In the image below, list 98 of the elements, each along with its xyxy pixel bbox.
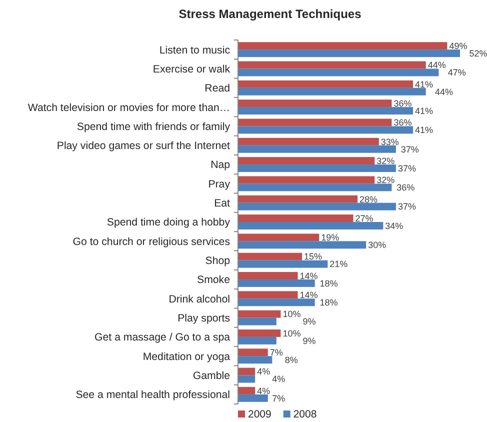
legend-label: 2009 — [248, 408, 272, 421]
bar — [238, 298, 315, 306]
chart-title: Stress Management Techniques — [178, 7, 362, 21]
data-label: 37% — [400, 144, 419, 154]
data-label: 32% — [376, 175, 395, 186]
data-label: 36% — [394, 98, 412, 108]
bar — [238, 107, 414, 115]
bar — [238, 241, 366, 249]
bar — [238, 195, 358, 203]
bar — [238, 318, 276, 326]
y-tick-label: Smoke — [197, 274, 230, 286]
y-tick-label: Drink alcohol — [168, 293, 230, 306]
bar — [238, 42, 448, 50]
y-tick-label: Watch television or movies for more than… — [28, 102, 230, 114]
data-label: 41% — [415, 79, 434, 90]
data-label: 47% — [448, 68, 466, 78]
bar — [238, 272, 298, 280]
bar — [238, 164, 396, 172]
y-tick-label: Meditation or yoga — [142, 350, 230, 363]
data-label: 36% — [394, 118, 412, 128]
data-label: 41% — [415, 125, 434, 136]
data-label: 19% — [321, 232, 340, 243]
bar — [238, 329, 281, 337]
data-label: 44% — [435, 86, 454, 97]
bar — [238, 80, 414, 88]
bar — [238, 279, 315, 287]
bar — [238, 214, 354, 222]
bar — [238, 222, 384, 230]
y-tick-label: Shop — [205, 255, 230, 268]
y-tick-label: Read — [204, 82, 230, 95]
data-label: 41% — [415, 106, 434, 116]
data-label: 14% — [300, 270, 318, 281]
data-label: 9% — [302, 316, 316, 327]
data-label: 4% — [272, 374, 286, 384]
y-tick-label: Get a massage / Go to a spa — [94, 332, 230, 344]
y-tick-label: Nap — [210, 159, 230, 172]
data-label: 15% — [304, 252, 322, 262]
data-label: 32% — [376, 156, 395, 166]
y-tick-label: Spend time with friends or family — [76, 120, 231, 133]
bar — [238, 310, 281, 318]
bar — [238, 100, 392, 108]
data-label: 18% — [320, 278, 338, 288]
y-tick-label: See a mental health professional — [76, 389, 230, 402]
bar — [238, 126, 414, 134]
y-tick-label: Play sports — [178, 312, 230, 324]
y-tick-label: Go to church or religious services — [72, 236, 230, 248]
data-label: 52% — [469, 48, 487, 58]
data-label: 33% — [380, 136, 399, 147]
y-tick-label: Exercise or walk — [152, 63, 231, 76]
bar — [238, 202, 396, 210]
bar — [238, 291, 298, 299]
bar — [238, 368, 256, 376]
bar — [238, 184, 392, 192]
data-label: 9% — [302, 336, 316, 346]
data-label: 37% — [398, 163, 416, 174]
bar — [238, 336, 276, 344]
data-label: 44% — [428, 60, 446, 70]
data-label: 10% — [282, 328, 301, 338]
data-label: 27% — [355, 213, 374, 224]
y-tick-label: Gamble — [192, 370, 230, 382]
data-label: 34% — [385, 220, 404, 231]
bar — [238, 118, 392, 126]
y-tick-label: Eat — [214, 198, 230, 210]
bar — [238, 252, 302, 260]
data-label: 4% — [257, 386, 270, 396]
data-label: 10% — [282, 309, 301, 320]
data-label: 30% — [368, 240, 386, 250]
bar — [238, 68, 439, 76]
bar — [238, 260, 328, 268]
y-tick-label: Listen to music — [159, 44, 231, 56]
bar — [238, 348, 268, 356]
data-label: 21% — [330, 259, 348, 270]
data-label: 7% — [270, 348, 283, 358]
bar — [238, 138, 379, 146]
data-label: 28% — [360, 194, 378, 204]
data-label: 18% — [320, 298, 338, 308]
data-label: 4% — [257, 366, 270, 377]
bar — [238, 176, 375, 184]
bar — [238, 145, 396, 153]
bar — [238, 234, 320, 242]
bar — [238, 394, 268, 402]
bar — [238, 386, 256, 394]
bar — [238, 157, 375, 165]
bar — [238, 61, 426, 69]
bar — [238, 375, 256, 383]
legend-label: 2008 — [293, 408, 317, 421]
bar — [238, 356, 272, 364]
data-label: 7% — [272, 393, 286, 404]
data-label: 8% — [284, 354, 298, 365]
bar — [238, 88, 426, 96]
data-label: 36% — [396, 182, 415, 193]
y-tick-label: Play video games or surf the Internet — [56, 140, 230, 152]
y-tick-label: Pray — [208, 178, 231, 190]
data-label: 37% — [398, 202, 416, 212]
bar — [238, 50, 460, 58]
y-tick-label: Spend time doing a hobby — [106, 216, 231, 229]
data-label: 49% — [449, 40, 468, 51]
data-label: 14% — [300, 290, 318, 300]
